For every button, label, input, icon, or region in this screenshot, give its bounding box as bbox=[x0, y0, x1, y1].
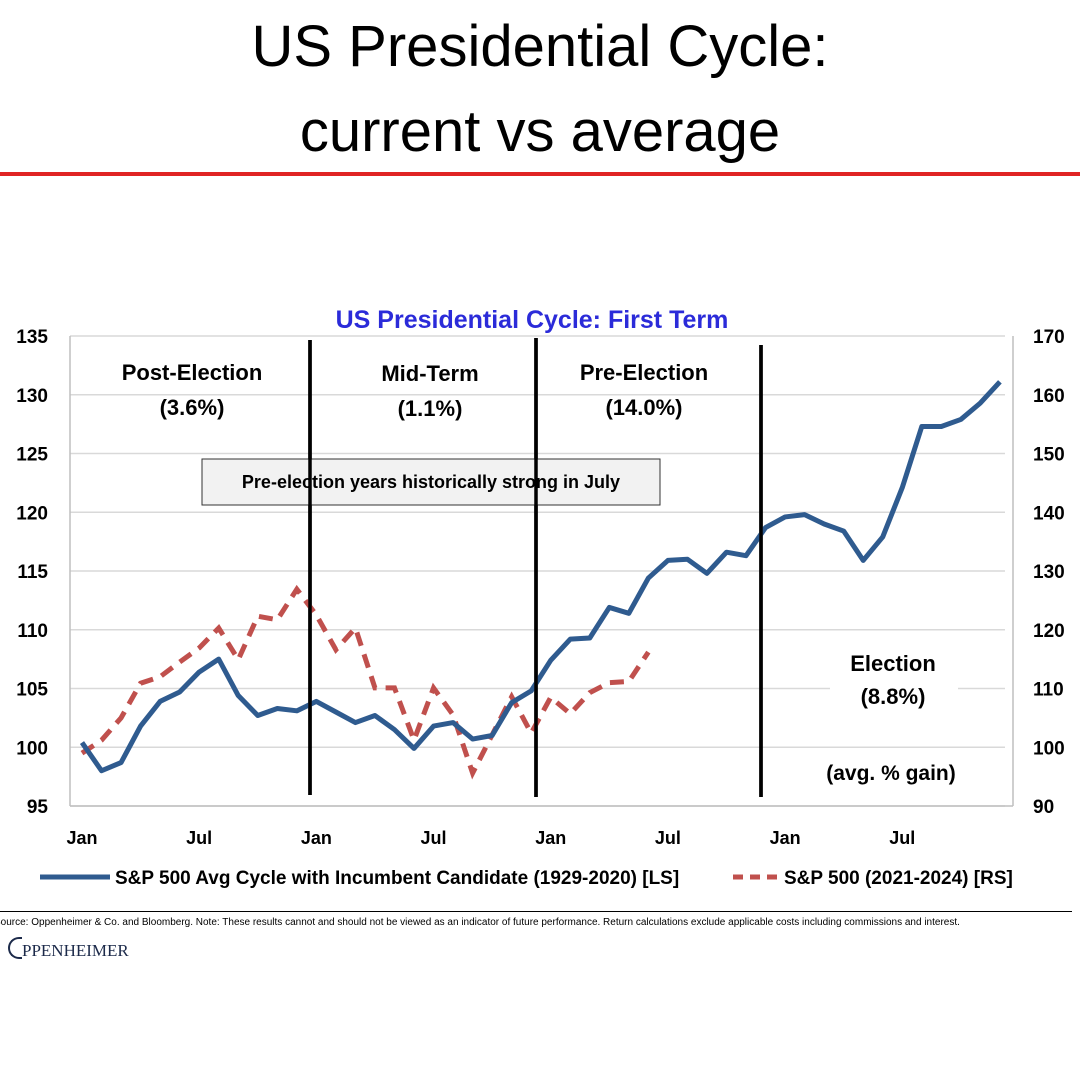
logo-text: PPENHEIMER bbox=[22, 941, 129, 960]
left-tick-label: 110 bbox=[17, 621, 48, 642]
right-tick-label: 100 bbox=[1033, 738, 1065, 759]
x-tick-label: Jul bbox=[421, 828, 447, 848]
oppenheimer-logo: PPENHEIMER bbox=[8, 937, 129, 961]
source-note: Source: Oppenheimer & Co. and Bloomberg.… bbox=[0, 917, 960, 928]
right-tick-label: 90 bbox=[1033, 797, 1054, 818]
footer-divider bbox=[0, 911, 1072, 912]
right-tick-label: 170 bbox=[1033, 327, 1065, 348]
phase-label-gain: (8.8%) bbox=[861, 684, 926, 709]
x-tick-label: Jul bbox=[655, 828, 681, 848]
callout-box bbox=[201, 458, 661, 506]
right-tick-label: 160 bbox=[1033, 386, 1065, 407]
phase-label-name: Post-Election bbox=[122, 360, 263, 385]
left-tick-label: 125 bbox=[16, 445, 48, 466]
right-tick-label: 120 bbox=[1033, 621, 1065, 642]
left-tick-label: 120 bbox=[16, 503, 48, 524]
left-tick-label: 130 bbox=[16, 386, 48, 407]
callout-text: Pre-election years historically strong i… bbox=[242, 472, 620, 492]
phase-label-name: Pre-Election bbox=[580, 360, 708, 385]
right-tick-label: 110 bbox=[1033, 680, 1064, 701]
title-divider bbox=[0, 172, 1080, 176]
legend-label-current: S&P 500 (2021-2024) [RS] bbox=[784, 868, 1013, 889]
phase-label-gain: (14.0%) bbox=[605, 395, 682, 420]
x-tick-label: Jul bbox=[889, 828, 915, 848]
x-tick-label: Jul bbox=[186, 828, 212, 848]
phase-label-name: Election bbox=[850, 651, 936, 676]
page-title-line-1: US Presidential Cycle: bbox=[251, 14, 829, 79]
left-tick-label: 95 bbox=[27, 797, 49, 818]
series-current-line bbox=[80, 584, 651, 780]
legend-label-avg: S&P 500 Avg Cycle with Incumbent Candida… bbox=[115, 868, 679, 889]
chart-title: US Presidential Cycle: First Term bbox=[336, 306, 729, 334]
right-tick-label: 150 bbox=[1033, 445, 1065, 466]
left-tick-label: 105 bbox=[16, 680, 48, 701]
page-title-line-2: current vs average bbox=[299, 99, 781, 164]
logo-arc-icon bbox=[8, 937, 22, 959]
x-tick-label: Jan bbox=[301, 828, 332, 848]
x-tick-label: Jan bbox=[770, 828, 801, 848]
x-tick-label: Jan bbox=[535, 828, 566, 848]
phase-label-gain: (3.6%) bbox=[160, 395, 225, 420]
x-tick-label: Jan bbox=[66, 828, 97, 848]
left-tick-label: 100 bbox=[16, 738, 48, 759]
right-tick-label: 140 bbox=[1033, 503, 1065, 524]
left-tick-label: 135 bbox=[16, 327, 48, 348]
right-tick-label: 130 bbox=[1033, 562, 1065, 583]
left-tick-label: 115 bbox=[17, 562, 48, 583]
election-label-bg bbox=[830, 645, 958, 713]
phase-label-name: Mid-Term bbox=[381, 361, 478, 386]
avg-gain-note: (avg. % gain) bbox=[826, 762, 956, 785]
phase-label-gain: (1.1%) bbox=[398, 396, 463, 421]
series-avg-line bbox=[79, 380, 1002, 774]
